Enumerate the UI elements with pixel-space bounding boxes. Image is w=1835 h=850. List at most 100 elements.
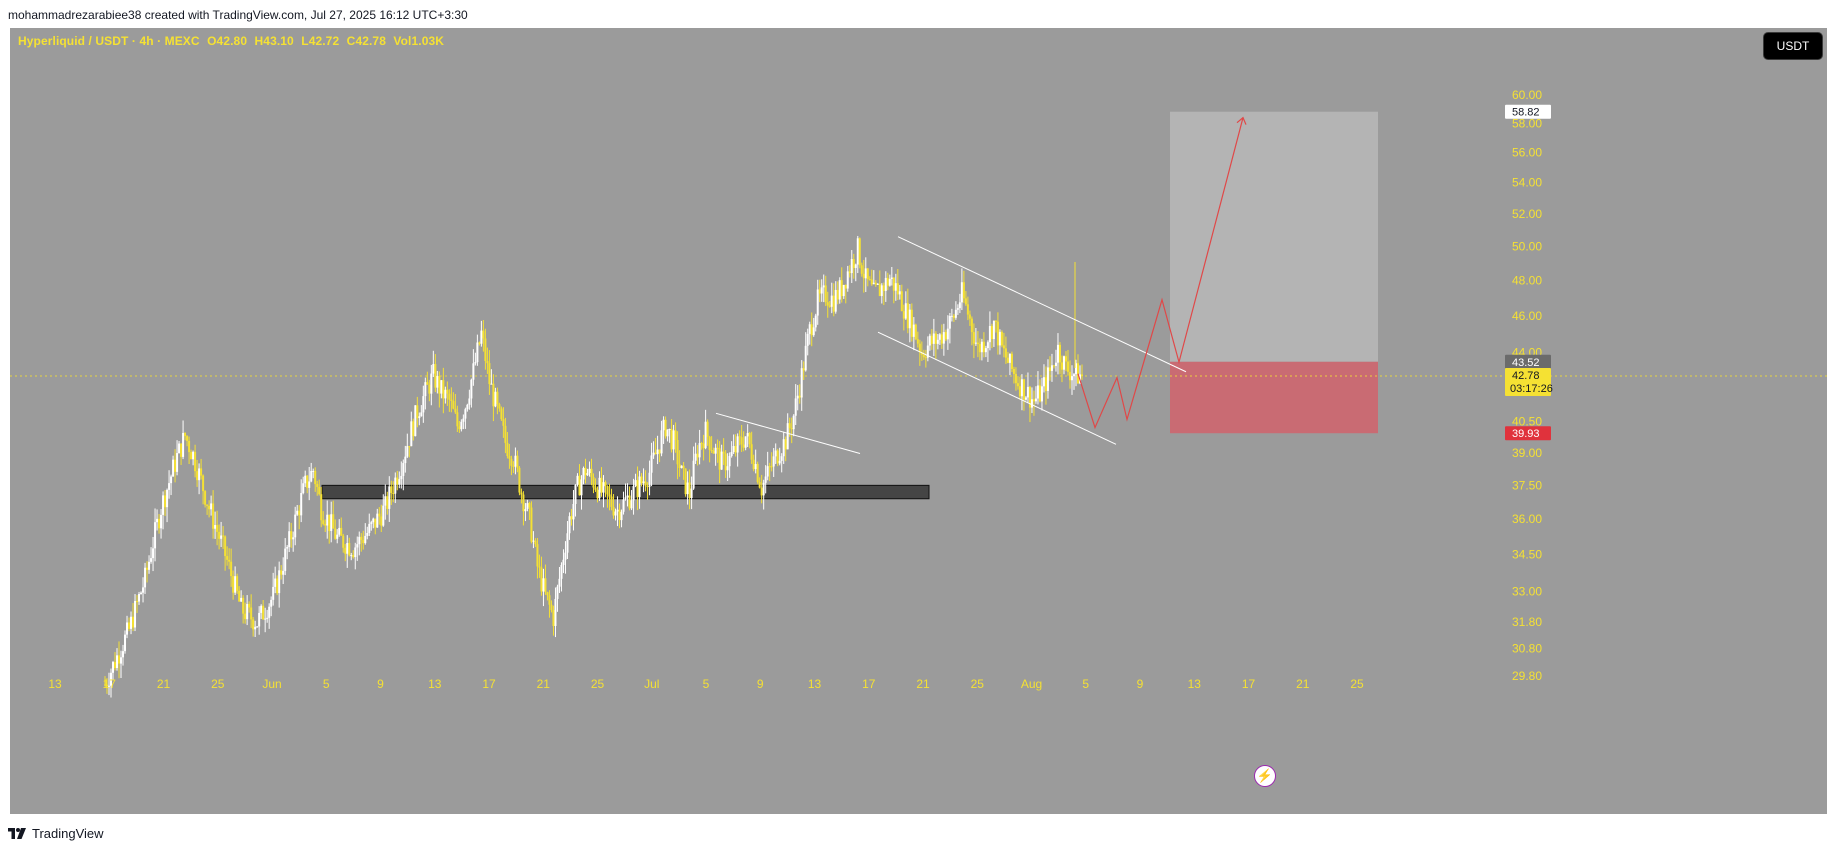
candle-body: [340, 527, 343, 536]
candle-body: [458, 426, 461, 430]
candle-body: [910, 309, 913, 337]
candle-body: [248, 603, 251, 608]
candle-body: [552, 610, 555, 627]
candle-body: [860, 265, 863, 274]
channel-lower-line: [877, 331, 1117, 445]
stop-zone: [1170, 361, 1378, 434]
symbol-title[interactable]: Hyperliquid / USDT · 4h · MEXC: [18, 34, 200, 48]
y-tick-label: 58.00: [1512, 116, 1542, 130]
candle-body: [282, 570, 285, 575]
candle-body: [360, 536, 363, 540]
tradingview-brand[interactable]: TradingView: [32, 825, 104, 841]
candle-body: [826, 302, 829, 306]
candle-body: [856, 238, 859, 265]
candle-body: [1006, 357, 1009, 363]
candle-body: [472, 363, 475, 380]
candle-body: [272, 586, 275, 600]
candle-body: [196, 471, 199, 481]
candle-body: [658, 449, 661, 454]
candle-body: [256, 626, 259, 628]
candle-body: [894, 283, 897, 291]
candle-body: [750, 444, 753, 460]
candle-body: [156, 518, 159, 523]
candle-body: [288, 531, 291, 548]
candle-body: [356, 544, 359, 548]
candle-body: [544, 578, 547, 593]
candle-body: [348, 542, 351, 556]
candle-body: [774, 450, 777, 457]
candle-body: [568, 516, 571, 534]
symbol-legend[interactable]: Hyperliquid / USDT · 4h · MEXC O42.80 H4…: [18, 34, 448, 48]
tradingview-logo-icon[interactable]: [8, 827, 26, 839]
candle-body: [564, 552, 567, 560]
candle-body: [258, 612, 261, 627]
price-chart[interactable]: 60.00 58.00 56.00 54.00 52.00 50.00 48.00 46.00…: [10, 28, 1827, 814]
flash-icon[interactable]: ⚡: [1254, 765, 1276, 787]
y-tick-label: 30.80: [1512, 642, 1542, 656]
candle-body: [486, 361, 489, 364]
candle-body: [1070, 376, 1073, 381]
candle-body: [454, 408, 457, 413]
candle-body: [514, 455, 517, 467]
ohlc-high: H43.10: [254, 34, 294, 48]
candle-body: [1036, 385, 1039, 399]
x-tick-label: 17: [1242, 677, 1256, 691]
candle-body: [586, 473, 589, 476]
chart-area[interactable]: 60.00 58.00 56.00 54.00 52.00 50.00 48.00 46.00…: [10, 28, 1827, 814]
candle-body: [946, 328, 949, 340]
candle-body: [400, 475, 403, 480]
candle-body: [286, 547, 289, 549]
candle-body: [484, 338, 487, 362]
candle-body: [988, 326, 991, 343]
candle-body: [128, 622, 131, 629]
candle-body: [178, 443, 181, 454]
candle-body: [316, 484, 319, 487]
candle-body: [700, 443, 703, 445]
candle-body: [496, 391, 499, 405]
candle-body: [800, 368, 803, 398]
candle-body: [654, 452, 657, 455]
candle-body: [926, 345, 929, 358]
candle-body: [1038, 385, 1041, 402]
candle-body: [164, 495, 167, 508]
candle-body: [522, 494, 525, 512]
y-tick-label: 56.00: [1512, 145, 1542, 159]
candle-body: [1050, 365, 1053, 371]
candle-body: [438, 376, 441, 394]
candle-body: [838, 280, 841, 300]
candle-body: [1018, 386, 1021, 397]
candle-body: [228, 559, 231, 562]
candle-body: [1014, 373, 1017, 384]
candle-body: [672, 430, 675, 450]
candle-body: [330, 514, 333, 532]
candle-body: [620, 511, 623, 521]
candle-body: [884, 277, 887, 291]
candle-body: [180, 443, 183, 457]
candle-body: [158, 518, 161, 529]
candle-body: [554, 598, 557, 627]
candle-body: [834, 289, 837, 312]
candle-body: [350, 555, 353, 557]
candle-body: [938, 334, 941, 340]
candle-body: [922, 354, 925, 358]
candle-body: [440, 380, 443, 394]
entry-price-label-bg: [1505, 354, 1551, 369]
candle-body: [236, 576, 239, 591]
candle-body: [326, 514, 329, 526]
currency-button[interactable]: USDT: [1763, 32, 1823, 60]
candle-body: [726, 466, 729, 471]
candle-body: [966, 304, 969, 315]
candle-body: [990, 326, 993, 340]
candle-body: [548, 595, 551, 605]
candle-body: [200, 468, 203, 476]
candle-body: [722, 451, 725, 454]
candle-body: [718, 448, 721, 470]
candle-body: [796, 395, 799, 399]
candle-body: [550, 604, 553, 611]
candle-body: [996, 321, 999, 346]
candle-body: [1042, 377, 1045, 387]
candle-body: [226, 556, 229, 560]
candle-body: [830, 295, 833, 307]
candle-body: [648, 472, 651, 487]
candle-body: [278, 570, 281, 594]
